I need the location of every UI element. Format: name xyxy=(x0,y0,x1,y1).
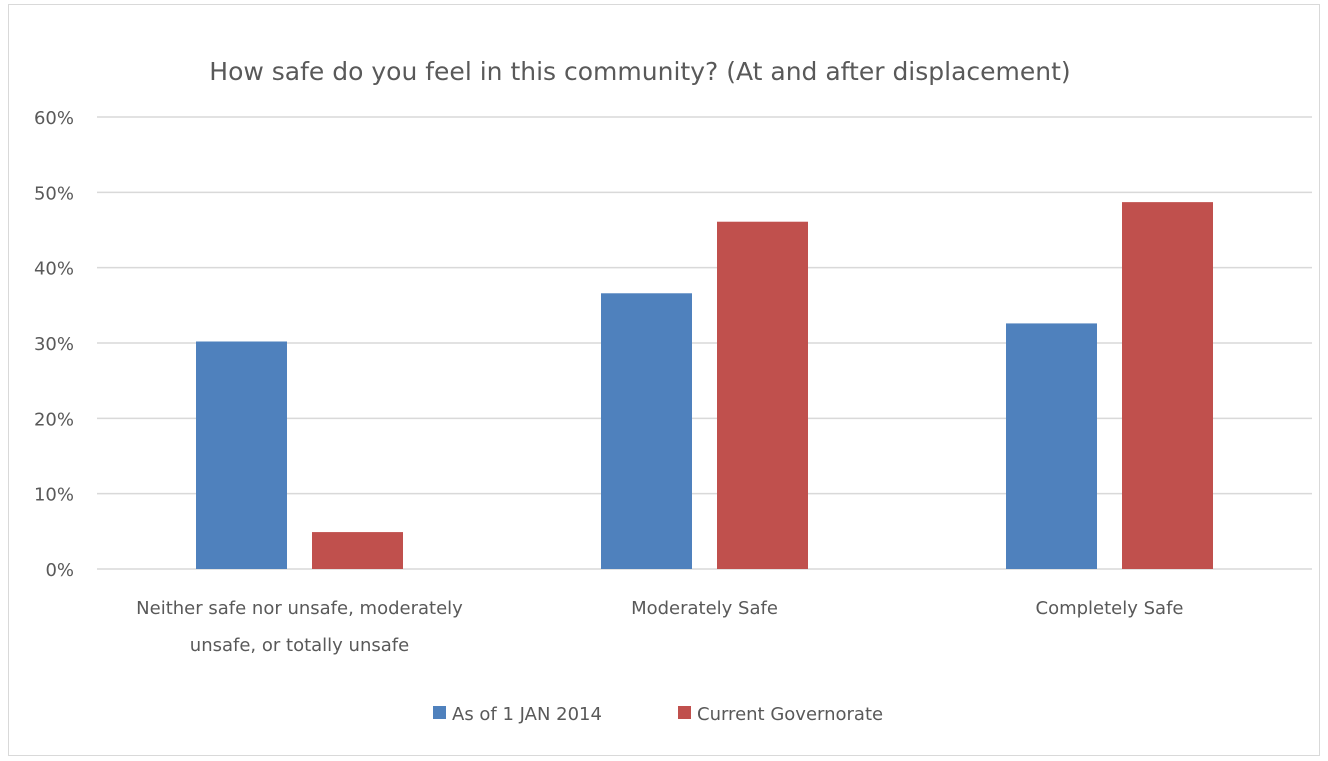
y-tick-label: 40% xyxy=(34,259,74,280)
bars xyxy=(196,202,1213,570)
x-category-label: Completely Safe xyxy=(1036,598,1184,619)
y-tick-label: 50% xyxy=(34,183,74,204)
legend-label: Current Governorate xyxy=(697,704,883,725)
bar-current-governorate-2 xyxy=(1122,202,1213,570)
legend-swatch xyxy=(433,706,446,719)
bar-current-governorate-1 xyxy=(717,221,808,570)
x-category-label: Neither safe nor unsafe, moderately xyxy=(136,598,463,619)
legend: As of 1 JAN 2014 Current Governorate xyxy=(433,704,883,725)
legend-swatch xyxy=(678,706,691,719)
y-tick-label: 0% xyxy=(45,560,74,581)
x-axis-categories: Neither safe nor unsafe, moderately unsaf… xyxy=(136,598,1183,656)
y-tick-label: 10% xyxy=(34,485,74,506)
x-category-label: unsafe, or totally unsafe xyxy=(190,635,409,656)
gridlines xyxy=(97,116,1312,570)
bar-as-of-1-jan-2014-1 xyxy=(601,293,692,569)
bar-as-of-1-jan-2014-0 xyxy=(196,341,287,569)
x-category-label: Moderately Safe xyxy=(631,598,778,619)
y-tick-label: 60% xyxy=(34,108,74,129)
y-tick-label: 30% xyxy=(34,334,74,355)
y-tick-label: 20% xyxy=(34,409,74,430)
legend-label: As of 1 JAN 2014 xyxy=(452,704,602,725)
bar-current-governorate-0 xyxy=(312,532,403,569)
y-axis-ticks: 0% 10% 20% 30% 40% 50% 60% xyxy=(34,108,74,581)
chart-title: How safe do you feel in this community? … xyxy=(209,57,1070,86)
bar-as-of-1-jan-2014-2 xyxy=(1006,323,1097,569)
